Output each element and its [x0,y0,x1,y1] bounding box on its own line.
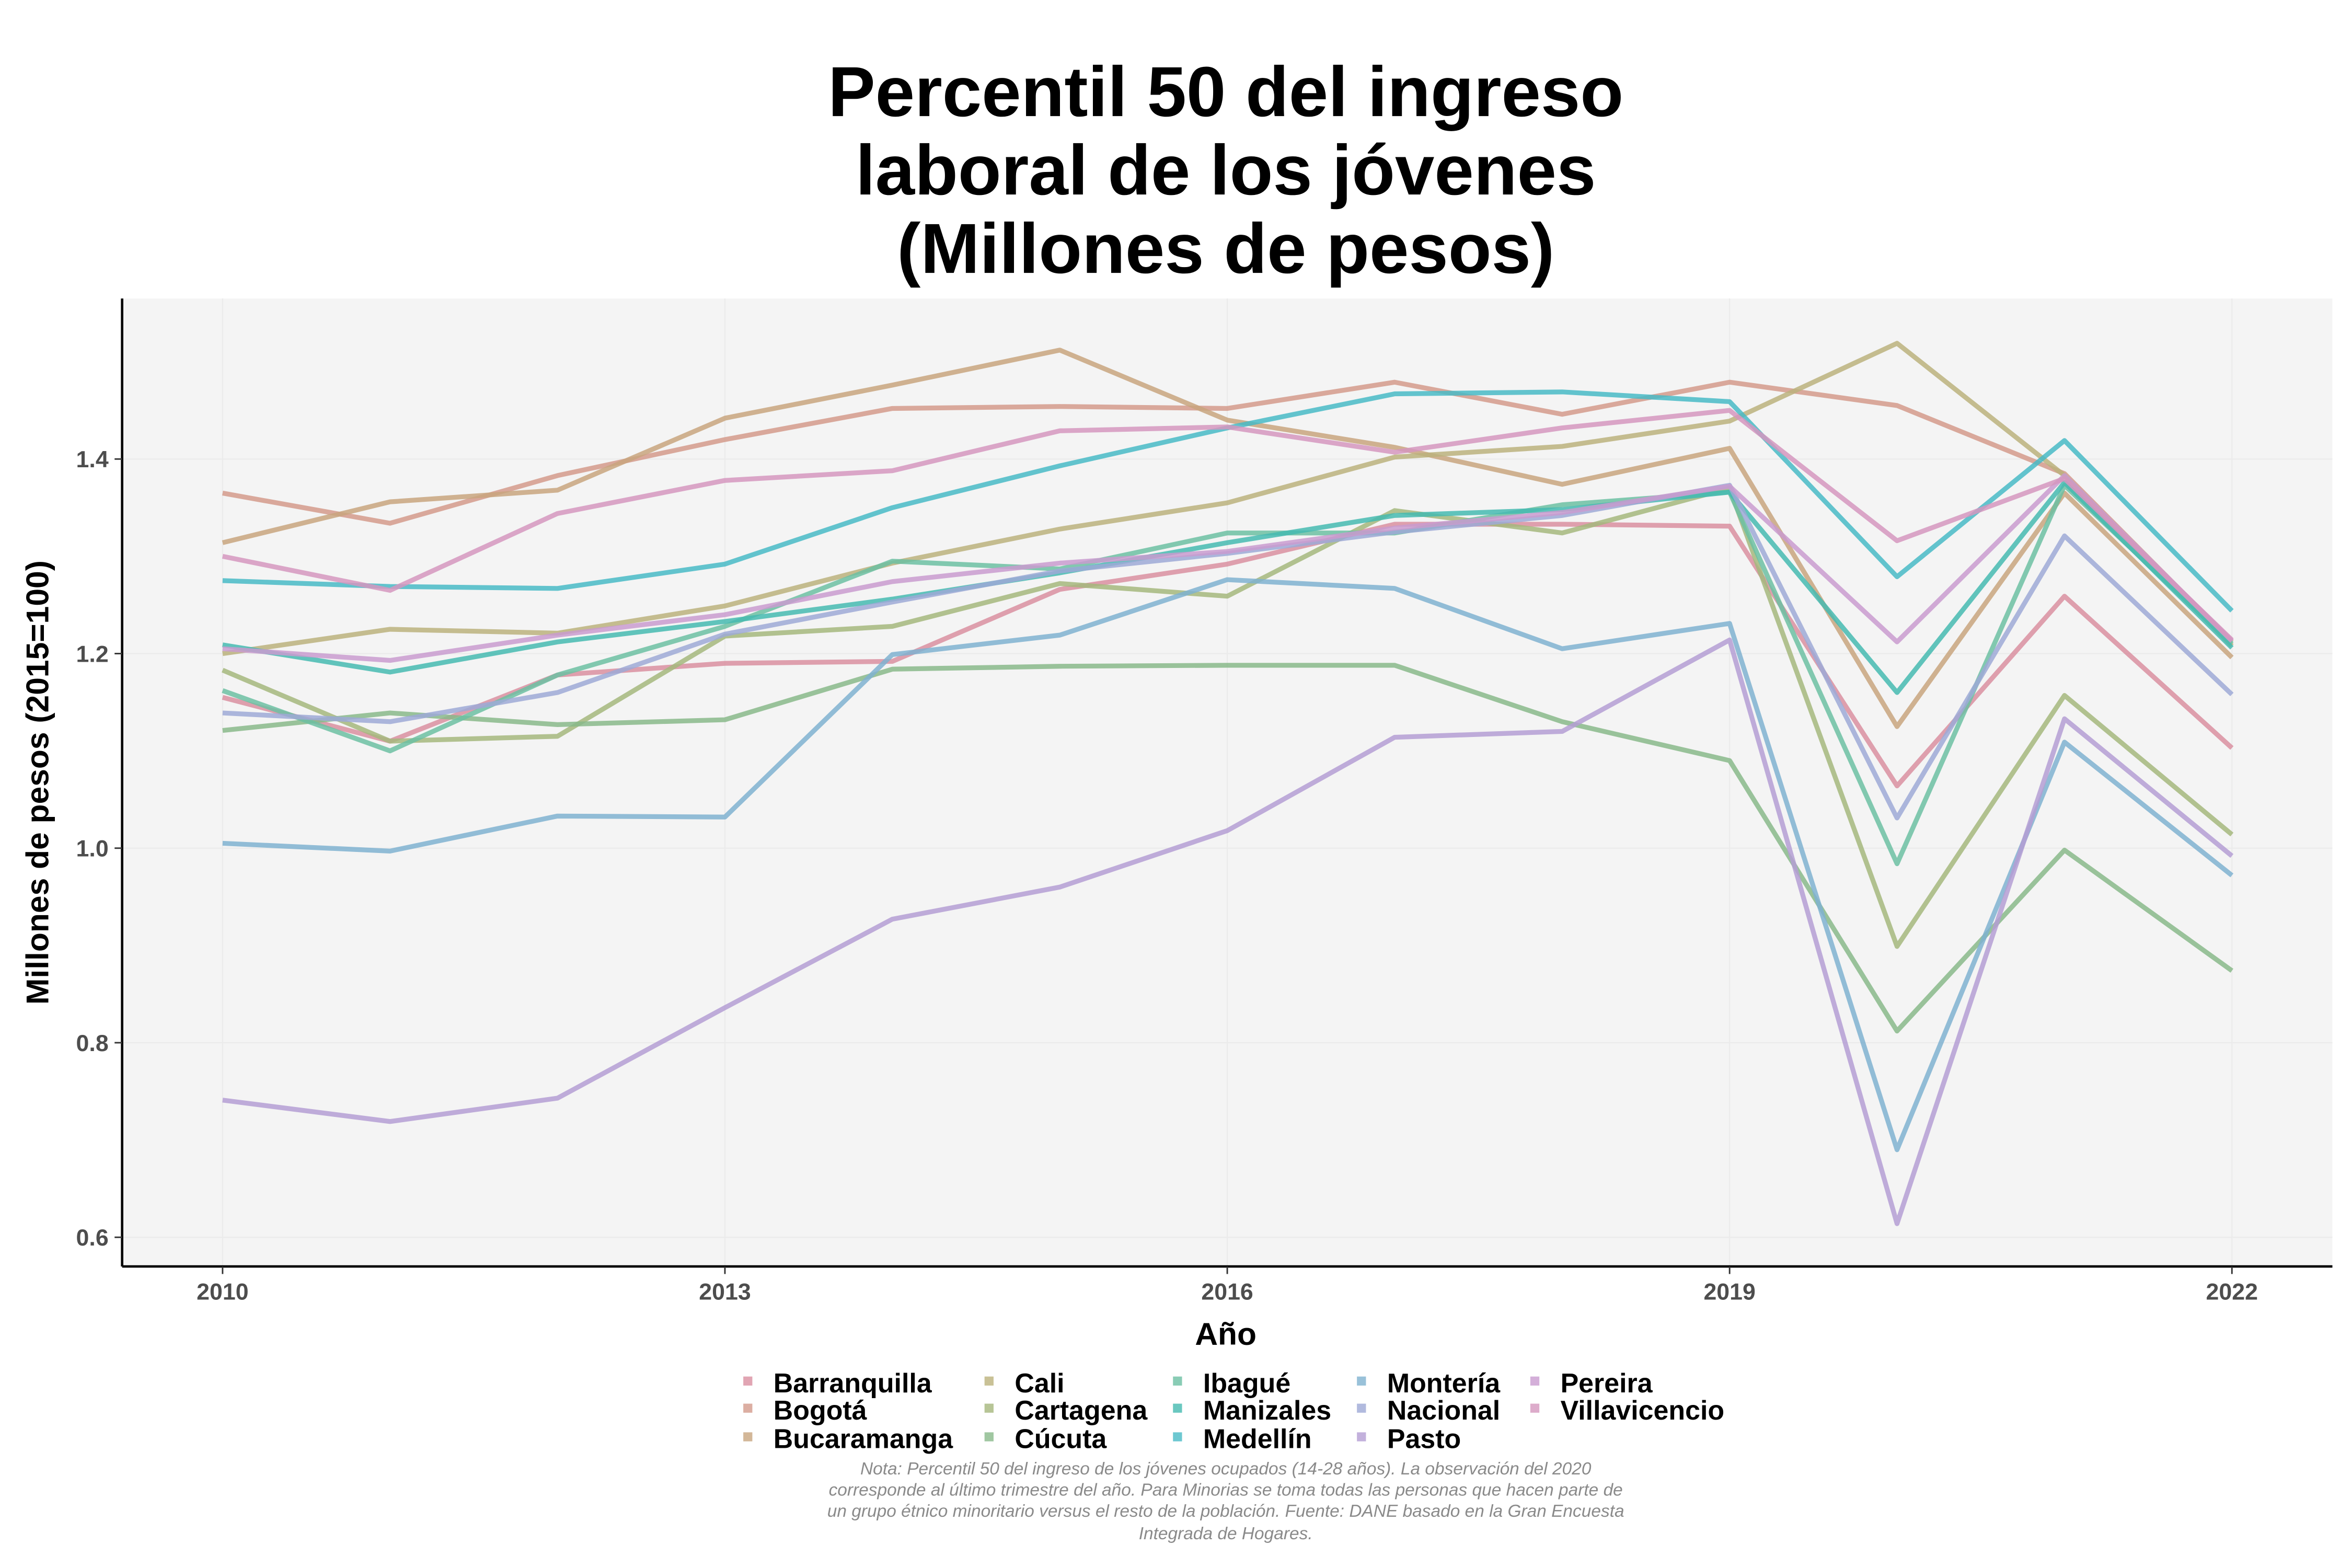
legend-swatch [984,1432,994,1442]
legend-item-manizales: Manizales [1173,1396,1331,1426]
legend-swatch [984,1403,994,1413]
legend-item-pereira: Pereira [1530,1368,1653,1399]
y-axis-title: Millones de pesos (2015=100) [19,560,55,1005]
legend-label: Cúcuta [1014,1424,1107,1455]
legend-item-villavicencio: Villavicencio [1530,1396,1724,1426]
legend-item-cucuta: Cúcuta [984,1424,1107,1455]
legend-swatch [1357,1432,1366,1442]
legend-label: Montería [1387,1368,1501,1399]
series-line-bucaramanga [222,348,2234,729]
legend-item-cali: Cali [984,1368,1065,1399]
legend-item-pasto: Pasto [1357,1424,1461,1455]
legend-swatch [743,1403,753,1413]
legend-item-bogota: Bogotá [743,1396,867,1426]
series-line-manizales [222,480,2234,695]
series-line-ibague [222,482,2234,867]
x-tick-label: 2010 [197,1279,248,1305]
legend-swatch [1530,1403,1540,1413]
series-line-pereira [222,473,2234,663]
legend-label: Villavicencio [1561,1396,1725,1426]
x-tick-label: 2016 [1201,1279,1253,1305]
title-line-3: (Millones de pesos) [897,209,1554,288]
x-axis-ticks: 2010 2013 2016 2019 2022 [197,1266,2258,1305]
legend-swatch [1530,1376,1540,1386]
legend-label: Bucaramanga [774,1424,953,1455]
legend-swatch [743,1376,753,1386]
series-line-cartagena [222,486,2234,949]
note-line-3: un grupo étnico minoritario versus el re… [827,1502,1624,1521]
series-line-cucuta [222,663,2233,1034]
legend-label: Cali [1014,1368,1064,1399]
legend-swatch [1173,1403,1182,1413]
series-lines [222,341,2234,1226]
x-tick-label: 2019 [1703,1279,1755,1305]
legend-label: Manizales [1203,1396,1331,1426]
legend-item-barranquilla: Barranquilla [743,1368,932,1399]
series-line-monteria [222,577,2234,1152]
title-line-2: laboral de los jóvenes [856,130,1596,210]
legend-label: Pasto [1387,1424,1461,1455]
legend-label: Bogotá [774,1396,867,1426]
y-tick-label: 0.6 [76,1225,109,1251]
legend-item-cartagena: Cartagena [984,1396,1148,1426]
y-tick-label: 1.0 [76,836,109,862]
note-line-2: corresponde al último trimestre del año.… [829,1481,1623,1500]
footnote: Nota: Percentil 50 del ingreso de los jó… [827,1459,1624,1543]
note-line-4: Integrada de Hogares. [1139,1524,1313,1543]
y-axis-ticks: 0.6 0.8 1.0 1.2 1.4 [76,447,122,1251]
legend-label: Nacional [1387,1396,1500,1426]
chart-title: Percentil 50 del ingreso laboral de los … [828,52,1623,288]
series-line-pasto [222,637,2234,1226]
legend-item-bucaramanga: Bucaramanga [743,1424,953,1455]
note-line-1: Nota: Percentil 50 del ingreso de los jó… [860,1459,1592,1479]
x-tick-label: 2022 [2206,1279,2258,1305]
x-axis-title: Año [1195,1316,1256,1352]
legend-item-ibague: Ibagué [1173,1368,1290,1399]
series-line-villavicencio [222,408,2234,642]
legend-label: Cartagena [1014,1396,1148,1426]
y-tick-label: 1.2 [76,641,109,667]
legend-label: Barranquilla [774,1368,932,1399]
legend-swatch [1357,1403,1366,1413]
title-line-1: Percentil 50 del ingreso [828,52,1623,131]
legend-label: Ibagué [1203,1368,1290,1399]
legend-item-nacional: Nacional [1357,1396,1500,1426]
y-tick-label: 0.8 [76,1031,109,1056]
legend-swatch [1173,1376,1182,1386]
x-tick-label: 2013 [699,1279,751,1305]
legend-label: Medellín [1203,1424,1312,1455]
y-tick-label: 1.4 [76,447,109,472]
legend-item-medellin: Medellín [1173,1424,1312,1455]
legend-label: Pereira [1561,1368,1653,1399]
legend-swatch [1357,1376,1366,1386]
legend-item-monteria: Montería [1357,1368,1501,1399]
legend-swatch [984,1376,994,1386]
series-line-bogota [222,379,2234,644]
legend-swatch [1173,1432,1182,1442]
legend-swatch [743,1432,753,1442]
